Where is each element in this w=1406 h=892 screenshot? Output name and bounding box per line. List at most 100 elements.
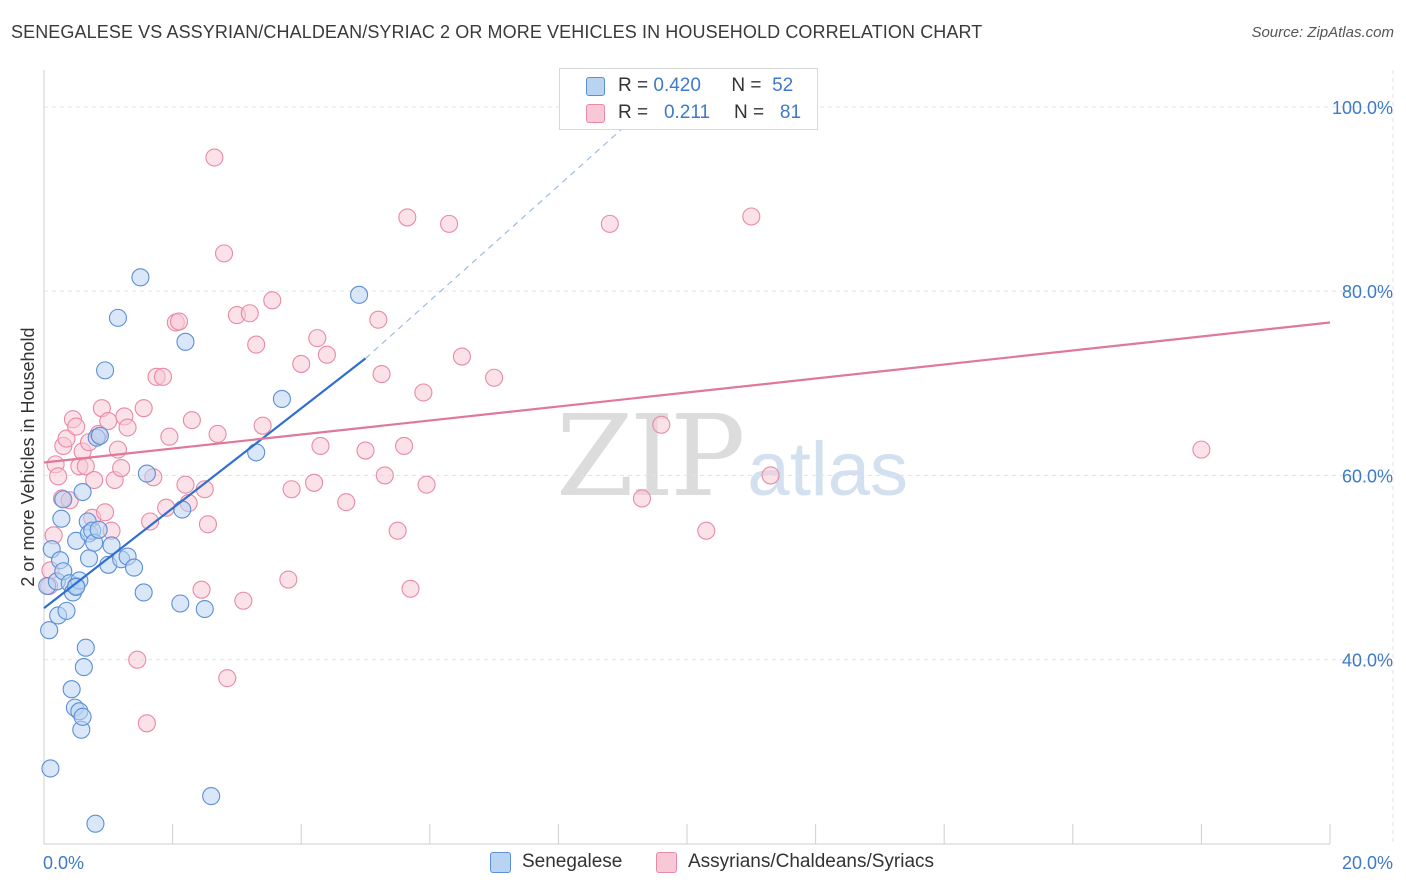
assyrians-point [632, 489, 652, 508]
assyrians-point [128, 650, 147, 669]
senegalese-point [272, 389, 291, 409]
n-value: 52 [772, 75, 794, 96]
legend-swatch-blue [490, 851, 511, 873]
assyrians-point [600, 214, 619, 233]
assyrians-point [337, 493, 356, 512]
stats-row-assyrians: R = 0.211 N = 81 [586, 101, 801, 125]
assyrians-point [282, 480, 301, 499]
source-label: Source: ZipAtlas.com [1251, 24, 1394, 41]
senegalese-point [73, 482, 92, 502]
y-axis-label: 2 or more Vehicles in Household [18, 327, 38, 586]
assyrians-point [398, 208, 417, 227]
grid-lines [44, 70, 1394, 844]
senegalese-point [90, 426, 109, 445]
senegalese-point [176, 332, 195, 351]
y-tick-label: 100.0% [1332, 98, 1393, 118]
assyrians-point [112, 459, 131, 478]
series-assyrians-points [40, 148, 1211, 733]
assyrians-trend-line [43, 321, 1331, 464]
stats-row-senegalese: R = 0.420 N = 52 [586, 74, 793, 98]
x-tick-label: 0.0% [43, 853, 84, 873]
assyrians-point [388, 521, 407, 540]
y-tick-label: 80.0% [1342, 282, 1393, 302]
senegalese-point [134, 583, 153, 602]
senegalese-point [173, 500, 192, 519]
senegalese-point [137, 464, 156, 483]
assyrians-point [57, 429, 76, 448]
assyrians-point [317, 345, 336, 364]
assyrians-point [141, 512, 160, 531]
assyrians-point [440, 214, 459, 233]
senegalese-point [247, 443, 266, 462]
legend-swatch-pink [586, 103, 605, 123]
assyrians-point [697, 521, 716, 540]
series-senegalese-points [38, 268, 369, 833]
legend-label: Senegalese [522, 851, 623, 872]
assyrians-point [234, 591, 253, 610]
senegalese-point [76, 638, 95, 657]
assyrians-point [652, 415, 671, 434]
senegalese-point [96, 361, 115, 380]
legend-item-assyrians: Assyrians/Chaldeans/Syriacs [656, 851, 934, 873]
legend-swatch-pink [656, 851, 677, 873]
y-tick-label: 60.0% [1342, 466, 1393, 486]
senegalese-point [350, 285, 369, 304]
senegalese-point [86, 814, 105, 833]
assyrians-point [160, 427, 179, 446]
senegalese-point [41, 759, 60, 778]
assyrians-point [485, 368, 504, 387]
chart-title: SENEGALESE VS ASSYRIAN/CHALDEAN/SYRIAC 2… [11, 22, 983, 42]
x-tick-label: 20.0% [1342, 853, 1393, 873]
senegalese-point [108, 308, 127, 327]
n-label: N = [731, 75, 762, 96]
n-value: 81 [779, 102, 802, 123]
assyrians-point [305, 473, 324, 492]
assyrians-point [395, 436, 414, 455]
assyrians-point [761, 466, 780, 485]
assyrians-point [176, 475, 195, 494]
assyrians-point [369, 310, 388, 329]
n-label: N = [733, 102, 765, 123]
senegalese-point [89, 520, 108, 539]
assyrians-point [372, 365, 391, 384]
legend-item-senegalese: Senegalese [490, 851, 622, 873]
assyrians-point [452, 347, 472, 366]
assyrians-point [417, 475, 436, 494]
axes [43, 70, 1331, 845]
assyrians-point [49, 467, 68, 486]
senegalese-trend-extension [365, 99, 656, 359]
tick-labels: 40.0% 60.0% 80.0% 100.0% 0.0% 20.0% [43, 98, 1393, 873]
assyrians-point [240, 304, 259, 323]
senegalese-point [79, 549, 99, 568]
senegalese-point [52, 509, 71, 528]
senegalese-point [124, 558, 144, 577]
senegalese-point [54, 490, 73, 509]
legend-swatch-blue [586, 76, 605, 96]
assyrians-point [401, 579, 420, 598]
senegalese-point [131, 268, 150, 287]
senegalese-point [57, 601, 76, 620]
assyrians-point [85, 470, 104, 490]
assyrians-point [182, 411, 201, 430]
assyrians-point [169, 312, 189, 331]
assyrians-point [118, 418, 137, 437]
assyrians-point [67, 417, 86, 436]
senegalese-point [74, 658, 93, 677]
trend-lines [43, 99, 1331, 609]
y-tick-label: 40.0% [1342, 651, 1393, 671]
r-value: 0.420 [653, 75, 701, 96]
assyrians-point [414, 383, 433, 402]
r-label: R = [618, 102, 649, 123]
senegalese-point [202, 787, 221, 806]
assyrians-point [742, 207, 761, 226]
senegalese-point [102, 536, 121, 555]
assyrians-point [99, 412, 118, 431]
assyrians-point [214, 244, 234, 263]
assyrians-point [253, 416, 272, 435]
legend-label: Assyrians/Chaldeans/Syriacs [688, 851, 935, 872]
assyrians-point [375, 466, 394, 485]
assyrians-point [263, 291, 282, 310]
senegalese-trend-line [43, 357, 367, 609]
assyrians-point [1192, 440, 1211, 459]
